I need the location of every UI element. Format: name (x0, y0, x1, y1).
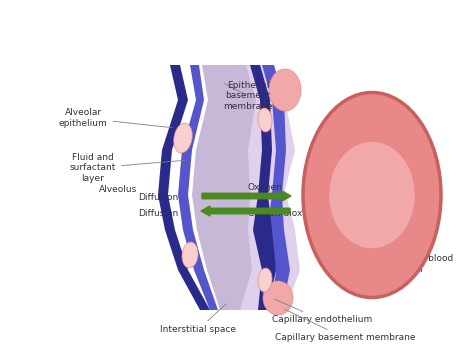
Text: Interstitial space: Interstitial space (160, 304, 236, 334)
Ellipse shape (174, 123, 192, 153)
Text: Capillary basement membrane: Capillary basement membrane (275, 309, 415, 343)
Ellipse shape (303, 93, 441, 297)
Polygon shape (158, 65, 210, 310)
Ellipse shape (258, 108, 272, 132)
Text: Diffusion: Diffusion (138, 193, 178, 202)
Text: Red blood
cell: Red blood cell (408, 254, 453, 274)
Polygon shape (195, 65, 300, 310)
Text: Alveolus: Alveolus (99, 186, 137, 195)
Text: Fluid and
surfactant
layer: Fluid and surfactant layer (70, 153, 185, 183)
Ellipse shape (263, 281, 293, 315)
FancyArrow shape (202, 191, 291, 201)
Polygon shape (178, 65, 218, 310)
Text: Capillary: Capillary (312, 173, 352, 181)
Text: Diffusion: Diffusion (138, 208, 178, 218)
FancyArrow shape (201, 206, 290, 216)
Ellipse shape (182, 242, 198, 268)
Text: Carbon dioxide: Carbon dioxide (248, 209, 316, 218)
Polygon shape (262, 65, 290, 310)
Text: Alveolar
epithelium: Alveolar epithelium (59, 108, 172, 128)
Text: Oxygen: Oxygen (248, 184, 283, 192)
Ellipse shape (258, 268, 272, 292)
Ellipse shape (269, 69, 301, 111)
Polygon shape (192, 65, 256, 310)
Text: Capillary endothelium: Capillary endothelium (272, 299, 372, 324)
Polygon shape (250, 65, 276, 310)
Ellipse shape (329, 142, 415, 248)
Text: Epithelial
basement
membrane: Epithelial basement membrane (223, 81, 273, 111)
